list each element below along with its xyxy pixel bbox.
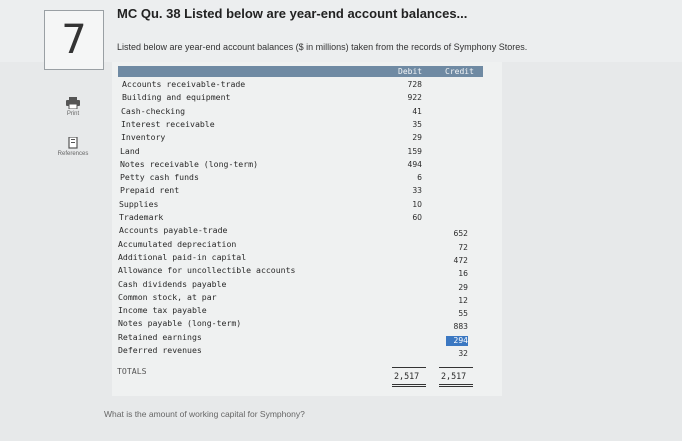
working-capital-question: What is the amount of working capital fo… [104,409,305,419]
account-name: Retained earnings [118,331,202,342]
question-prompt: Listed below are year-end account balanc… [117,42,528,52]
debit-value: 494 [407,159,423,169]
debit-value: 35 [412,119,422,129]
debit-value: 728 [407,80,423,89]
credit-value: 12 [458,295,468,305]
highlighted-credit-value: 294 [446,335,468,346]
references-button[interactable]: References [50,137,96,157]
credit-value: 72 [458,242,468,252]
account-name: Interest receivable [121,118,215,129]
debit-value: 60 [412,213,422,222]
account-name: Cash dividends payable [118,278,227,289]
account-name: Common stock, at par [118,291,217,302]
question-number: 7 [44,10,104,70]
table-header-bar [118,66,483,77]
account-name: Trademark [119,212,164,222]
account-name: Additional paid-in capital [118,251,247,262]
debit-value: 41 [412,106,422,116]
account-name: Prepaid rent [120,185,180,196]
account-name: Cash-checking [121,105,186,116]
account-name: Inventory [121,132,166,143]
debit-header: Debit [398,67,423,76]
account-name: Notes payable (long-term) [118,318,242,329]
printer-icon [66,97,80,109]
debit-value: 159 [407,146,423,156]
debit-double-rule-1 [392,384,426,385]
references-label: References [57,151,89,157]
account-name: Land [120,145,140,156]
header-area [0,0,682,62]
account-name: Notes receivable (long-term) [120,158,259,169]
print-label: Print [66,111,80,117]
account-name: Building and equipment [122,92,231,103]
debit-total-rule [392,367,426,368]
credit-value: 883 [453,322,469,332]
print-button[interactable]: Print [50,97,96,117]
credit-double-rule-2 [439,386,473,387]
credit-value: 29 [458,282,468,292]
debit-value: 922 [407,93,423,103]
debit-value: 10 [412,199,422,209]
account-name: Accounts receivable-trade [122,79,246,89]
totals-label: TOTALS [117,366,147,376]
credit-value: 472 [453,255,469,265]
debit-total: 2,517 [394,371,420,381]
credit-total: 2,517 [441,371,467,381]
credit-value: 55 [458,309,468,319]
credit-header: Credit [445,67,474,76]
debit-value: 29 [412,133,422,143]
account-name: Accounts payable-trade [119,225,228,236]
debit-double-rule-2 [392,386,426,387]
credit-value: 32 [458,349,468,358]
credit-total-rule [439,367,473,368]
account-name: Petty cash funds [120,172,199,183]
account-name: Accumulated depreciation [118,238,237,249]
credit-value: 16 [458,269,468,279]
account-name: Allowance for uncollectible accounts [118,265,296,276]
account-balances-panel [112,62,502,396]
credit-value: 652 [453,229,469,239]
account-name: Deferred revenues [118,345,202,355]
question-title: MC Qu. 38 Listed below are year-end acco… [117,6,468,21]
account-name: Supplies [119,198,159,209]
debit-value: 33 [412,186,422,196]
references-icon [68,137,78,149]
credit-double-rule-1 [439,384,473,385]
debit-value: 6 [417,173,422,183]
account-name: Income tax payable [118,305,207,316]
